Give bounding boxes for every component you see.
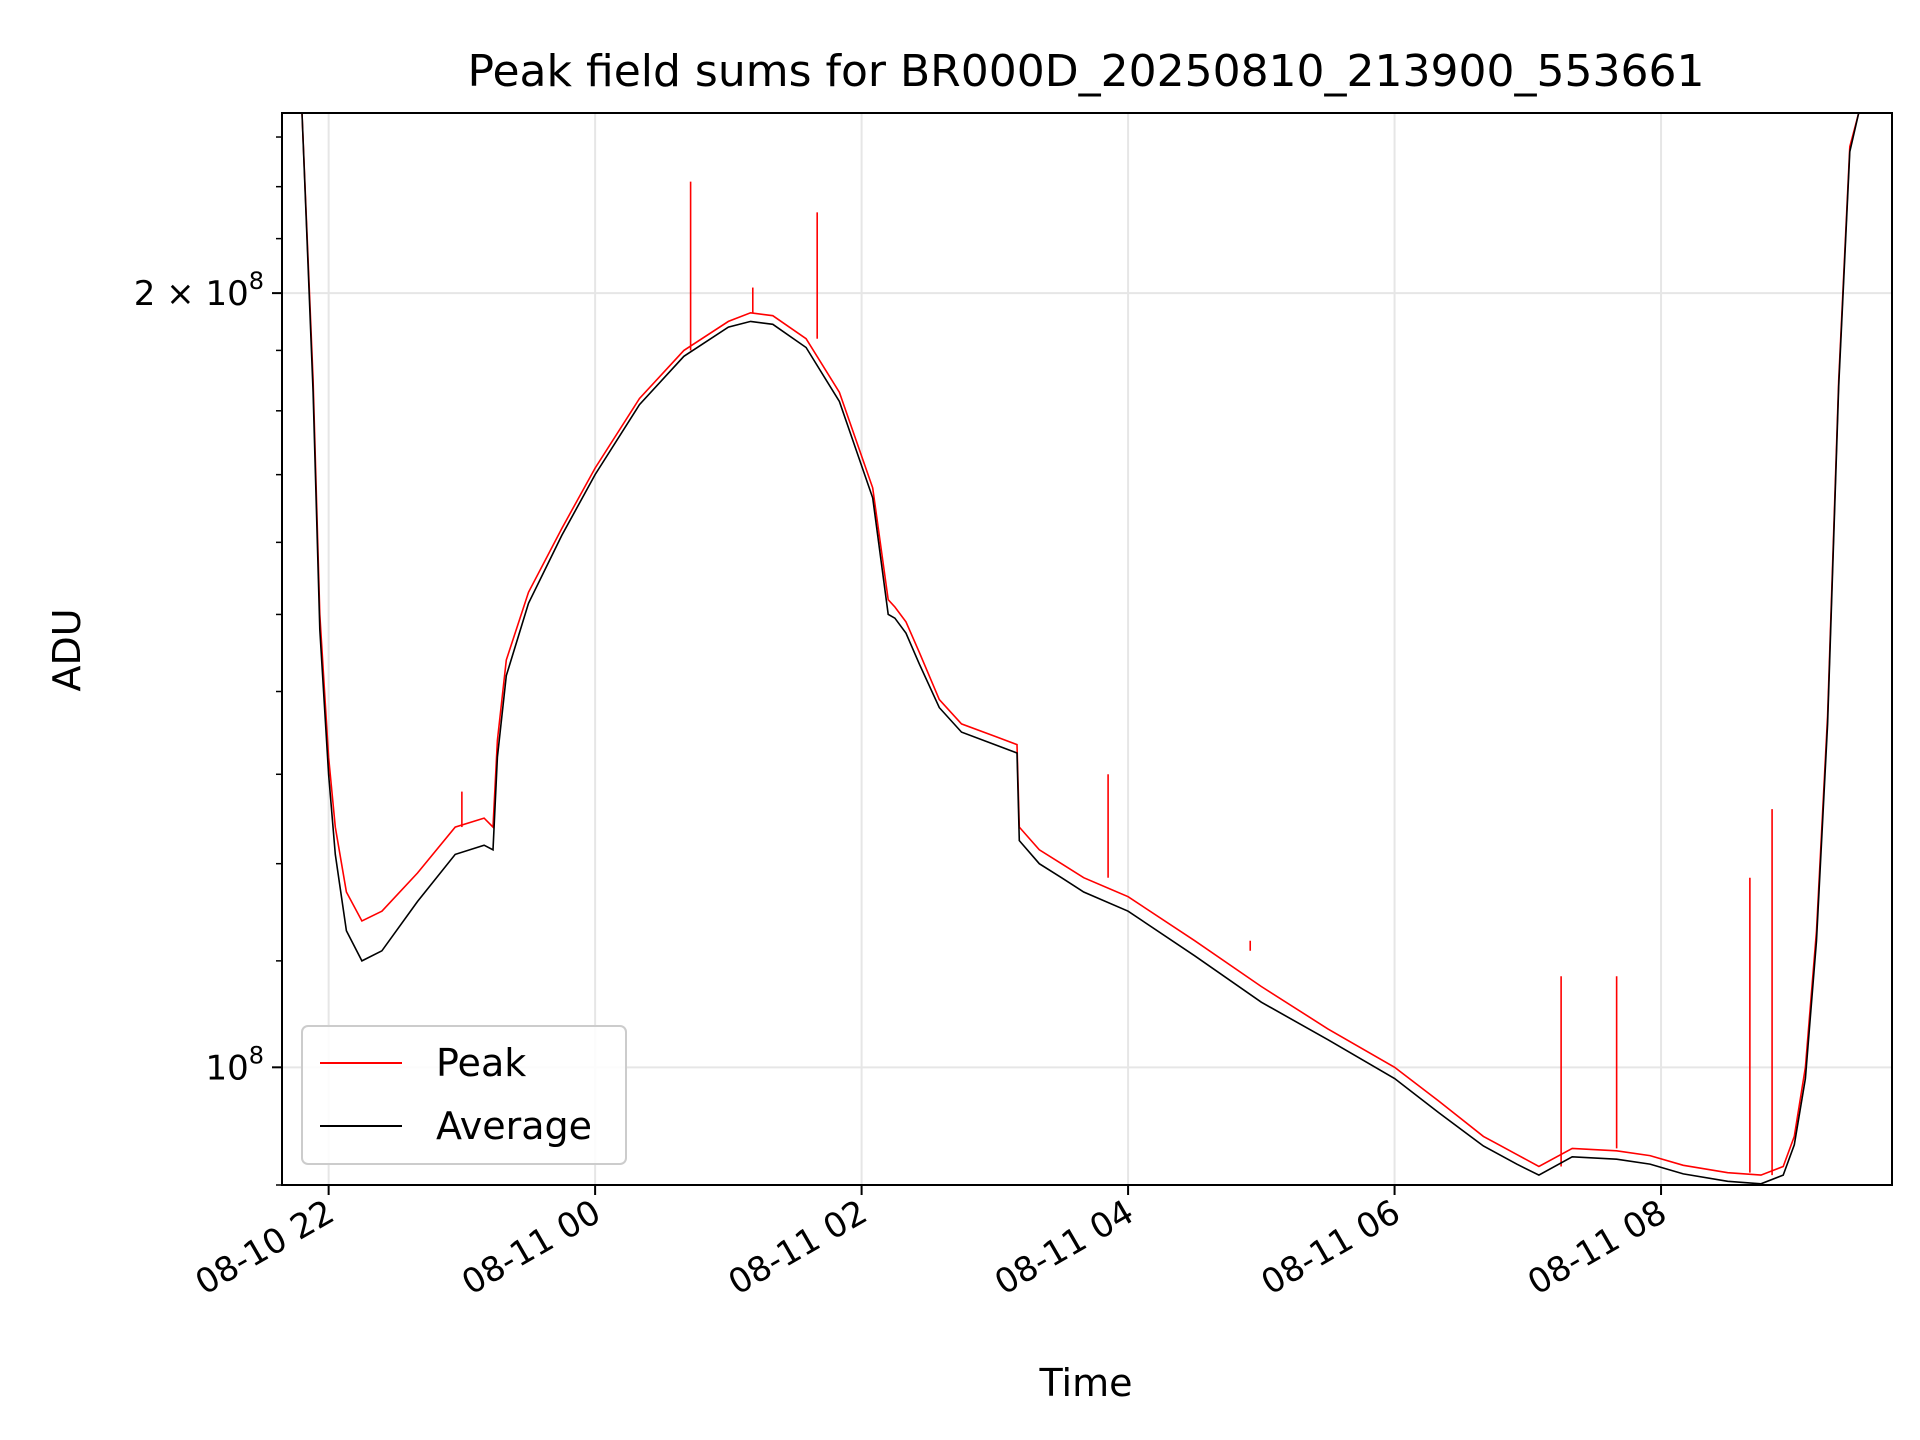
- legend-box: [301, 1025, 627, 1165]
- series-lines: [282, 113, 1892, 1185]
- series-line-average: [282, 113, 1892, 1185]
- legend-label-average: Average: [436, 1104, 592, 1148]
- grid-lines: [282, 113, 1892, 1185]
- y-axis-label: ADU: [45, 608, 89, 691]
- y-axis: 108 2 × 108: [134, 136, 282, 1186]
- plot-area-frame: [281, 112, 1893, 1186]
- y-tick-label: 2 × 108: [134, 267, 264, 314]
- legend: Peak Average: [301, 1025, 627, 1165]
- legend-label-peak: Peak: [436, 1041, 526, 1085]
- x-axis-label: Time: [1039, 1361, 1133, 1405]
- y-tick-label: 108: [205, 1041, 264, 1088]
- chart-title: Peak field sums for BR000D_20250810_2139…: [468, 46, 1705, 97]
- series-line-peak: [282, 113, 1892, 1176]
